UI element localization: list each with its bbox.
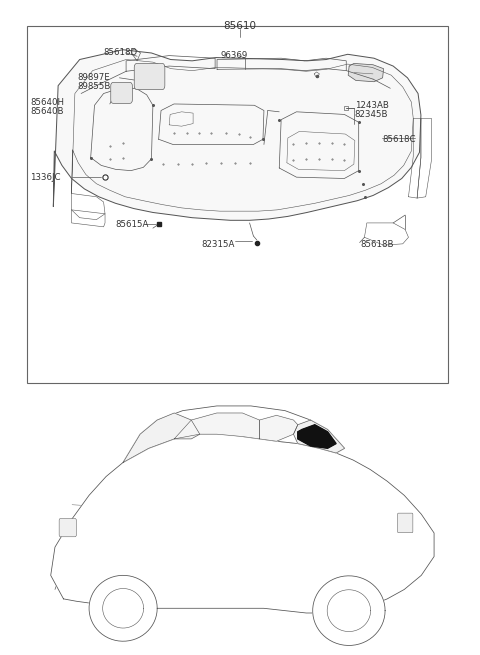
Polygon shape	[259, 415, 298, 441]
Text: 85615A: 85615A	[116, 219, 149, 229]
Polygon shape	[327, 590, 371, 631]
Text: 85610: 85610	[224, 20, 256, 31]
Polygon shape	[293, 420, 345, 453]
Text: 85618C: 85618C	[383, 135, 416, 143]
Text: 89897E: 89897E	[77, 73, 110, 83]
Text: 1243AB: 1243AB	[355, 101, 389, 110]
Polygon shape	[89, 575, 157, 641]
Text: 85618D: 85618D	[104, 48, 138, 58]
Polygon shape	[103, 589, 144, 628]
FancyBboxPatch shape	[111, 83, 132, 103]
Polygon shape	[298, 424, 336, 448]
Text: 89855B: 89855B	[77, 83, 111, 92]
Polygon shape	[313, 576, 385, 645]
FancyBboxPatch shape	[397, 513, 413, 533]
Bar	[27, 26, 448, 383]
Text: 85618B: 85618B	[360, 240, 394, 249]
Text: 85640H: 85640H	[30, 98, 64, 107]
Text: 96369: 96369	[221, 51, 248, 60]
Text: 85640B: 85640B	[30, 107, 64, 116]
Polygon shape	[51, 434, 434, 613]
FancyBboxPatch shape	[134, 64, 165, 90]
Polygon shape	[53, 50, 421, 220]
Polygon shape	[123, 406, 345, 462]
Polygon shape	[174, 413, 259, 439]
Text: 82345B: 82345B	[355, 110, 388, 119]
Polygon shape	[123, 413, 200, 462]
Text: 82315A: 82315A	[202, 240, 235, 249]
Text: 1336JC: 1336JC	[30, 173, 61, 181]
Polygon shape	[348, 64, 384, 82]
FancyBboxPatch shape	[59, 519, 76, 537]
